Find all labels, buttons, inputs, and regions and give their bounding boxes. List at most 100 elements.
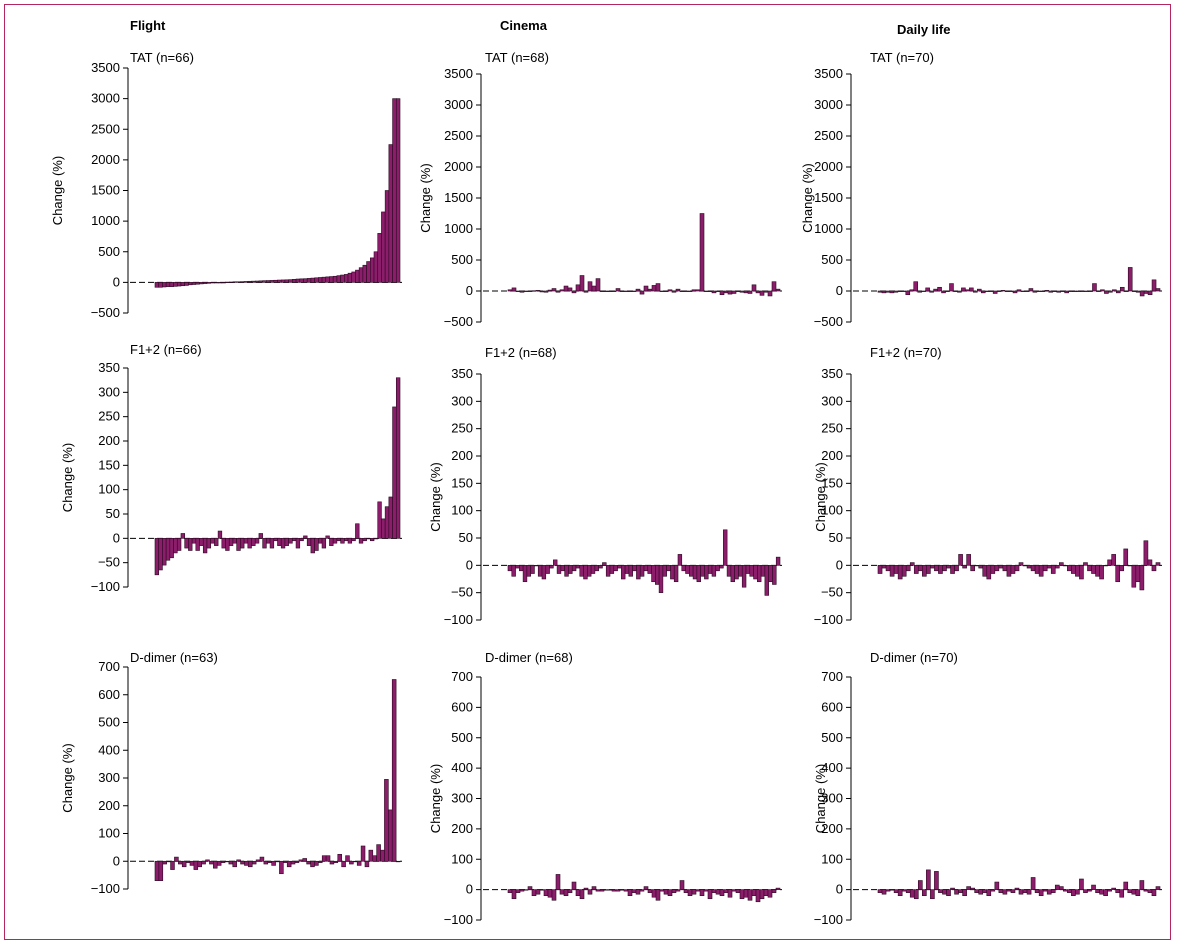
y-tick-label: 0 <box>836 557 843 572</box>
bar <box>180 282 185 287</box>
panels: TAT (n=66)3500300025002000150010005000−5… <box>50 50 1162 927</box>
bar <box>173 282 178 287</box>
bar <box>1052 290 1058 292</box>
bar <box>671 889 677 893</box>
bar <box>621 565 626 580</box>
bar <box>741 565 747 588</box>
bar <box>347 538 353 544</box>
bar <box>1139 290 1145 297</box>
bar <box>772 565 777 585</box>
bar <box>247 280 252 283</box>
y-axis-label: Change (%) <box>418 163 433 232</box>
bar <box>719 290 725 296</box>
bar <box>595 278 601 292</box>
bar <box>723 290 729 294</box>
bar <box>353 860 358 863</box>
bar <box>197 860 202 868</box>
bar <box>731 889 737 892</box>
bar <box>188 538 193 551</box>
bar <box>364 860 370 868</box>
bar <box>760 565 766 577</box>
bar <box>958 554 963 566</box>
bar <box>567 287 573 292</box>
bar <box>370 257 375 283</box>
bar <box>273 279 278 283</box>
bar <box>1054 565 1060 569</box>
bar <box>388 496 393 539</box>
bar <box>1014 565 1020 572</box>
bar <box>691 289 697 292</box>
y-tick-label: 150 <box>821 475 843 490</box>
bar <box>302 858 307 862</box>
chart-panel-2: TAT (n=68) 3500 3000 2500 2000 1500 1000 500 0 −5… <box>418 50 782 329</box>
bar <box>603 889 609 891</box>
bar <box>1123 290 1129 292</box>
bar <box>1024 290 1030 292</box>
bar <box>1018 562 1024 566</box>
bar <box>946 565 951 569</box>
bar <box>158 538 163 571</box>
bar <box>673 565 679 583</box>
bar <box>675 889 681 892</box>
bar <box>909 889 915 898</box>
bar <box>553 559 558 566</box>
y-axis-label: Change (%) <box>800 163 815 232</box>
bar <box>1151 565 1157 572</box>
bar <box>539 290 545 293</box>
bar <box>1056 290 1062 293</box>
bar <box>1107 889 1112 892</box>
bar <box>292 538 297 542</box>
bar <box>893 889 899 893</box>
bar <box>564 565 569 577</box>
bar <box>1010 565 1016 574</box>
bar <box>547 889 553 898</box>
bar <box>719 889 725 896</box>
bar <box>707 565 713 574</box>
y-tick-label: −100 <box>91 579 120 594</box>
bar <box>206 538 211 549</box>
bar <box>583 565 588 580</box>
y-tick-label: 1000 <box>814 221 843 236</box>
bar <box>1034 889 1040 893</box>
bar <box>632 565 637 572</box>
bar <box>917 880 923 890</box>
bar <box>1083 562 1088 566</box>
bar <box>1139 880 1145 890</box>
bar <box>986 565 992 580</box>
bar <box>651 285 657 292</box>
bar <box>351 538 356 542</box>
bar <box>507 889 513 893</box>
bar <box>1030 877 1036 890</box>
bar <box>978 889 984 895</box>
bar <box>707 889 713 900</box>
bar <box>318 538 323 544</box>
bar <box>1115 565 1121 583</box>
bar <box>193 860 199 870</box>
bar <box>295 278 301 283</box>
bar <box>255 859 261 862</box>
y-tick-label: 400 <box>451 760 473 775</box>
bar <box>526 565 531 577</box>
bar <box>247 538 252 549</box>
bar <box>381 211 386 283</box>
bar <box>1067 565 1072 572</box>
y-tick-label: 300 <box>451 393 473 408</box>
bar <box>329 538 334 546</box>
bar <box>511 287 517 292</box>
bar <box>388 144 393 283</box>
y-tick-label: 100 <box>451 503 473 518</box>
bar <box>216 860 222 866</box>
bar <box>201 860 206 865</box>
bar <box>232 860 237 868</box>
bar <box>154 860 160 881</box>
bar <box>962 565 967 569</box>
bar <box>583 290 589 293</box>
bar <box>555 290 561 293</box>
bar <box>341 860 346 868</box>
y-tick-label: 1000 <box>91 213 120 228</box>
bar <box>966 886 971 890</box>
bar <box>258 280 263 283</box>
column-title-flight: Flight <box>130 18 166 33</box>
bar <box>747 889 753 901</box>
